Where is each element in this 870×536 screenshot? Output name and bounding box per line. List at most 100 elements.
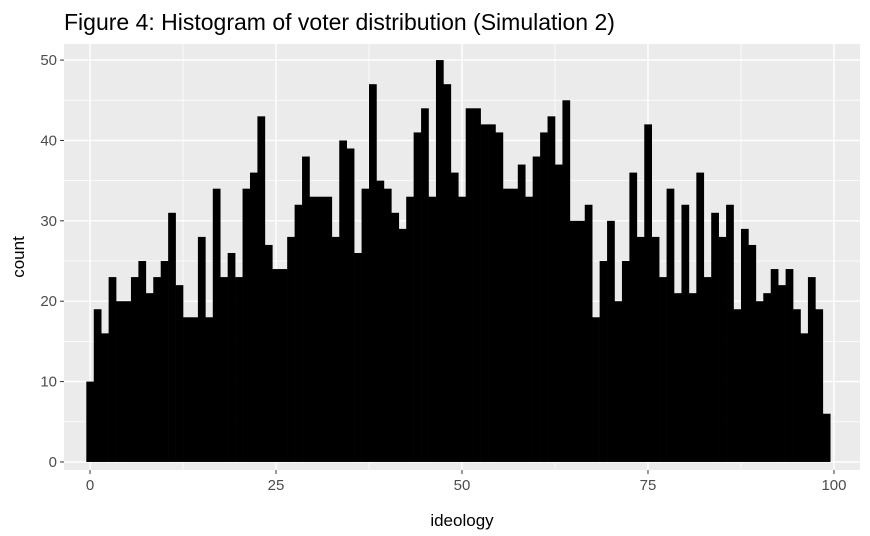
histogram-bar <box>361 188 370 462</box>
chart-title: Figure 4: Histogram of voter distributio… <box>64 9 615 35</box>
histogram-bar <box>302 156 310 462</box>
histogram-bar <box>711 212 719 462</box>
histogram-bar <box>674 293 682 462</box>
histogram-bar <box>138 261 147 462</box>
histogram-bar <box>86 381 95 462</box>
histogram-bar <box>421 108 429 462</box>
y-tick-label: 40 <box>40 132 57 149</box>
histogram-bar <box>681 204 690 462</box>
histogram-bar <box>473 108 481 462</box>
histogram-bar <box>666 188 675 462</box>
histogram-bar <box>450 172 459 462</box>
histogram-bar <box>458 196 467 462</box>
histogram-bar <box>294 204 303 462</box>
histogram-bar <box>190 317 199 462</box>
histogram-bar <box>629 172 638 462</box>
histogram-bar <box>696 172 705 462</box>
histogram-bar <box>324 196 333 462</box>
histogram-bar <box>249 172 258 462</box>
histogram-bar <box>510 188 519 462</box>
histogram-bar <box>272 269 281 462</box>
histogram-bar <box>145 293 154 462</box>
x-tick-label: 0 <box>86 477 94 494</box>
histogram-bar <box>183 317 191 462</box>
x-axis: 0 25 50 75 100 <box>86 470 846 494</box>
histogram-bar <box>93 309 102 462</box>
histogram-bar <box>532 156 541 462</box>
y-tick-label: 10 <box>40 374 57 391</box>
histogram-bar <box>480 124 489 462</box>
histogram-bar <box>257 116 266 462</box>
x-tick-label: 50 <box>454 477 471 494</box>
histogram-bar <box>264 244 273 462</box>
histogram-bar <box>354 252 362 462</box>
histogram-bar <box>822 413 831 462</box>
histogram-bar <box>287 236 295 462</box>
y-tick-label: 20 <box>40 293 57 310</box>
histogram-bar <box>242 188 251 462</box>
histogram-bar <box>101 333 109 462</box>
histogram-bar <box>703 277 712 462</box>
histogram-bar <box>205 317 214 462</box>
histogram-bar <box>517 164 526 462</box>
histogram-bar <box>235 277 243 462</box>
histogram-bar <box>740 228 749 462</box>
histogram-bar <box>160 261 169 462</box>
histogram-bar <box>569 220 578 462</box>
histogram-bar <box>346 148 355 462</box>
histogram-bar <box>807 277 816 462</box>
histogram-bar <box>406 196 414 462</box>
histogram-bar <box>793 309 801 462</box>
histogram-bar <box>212 188 221 462</box>
histogram-bar <box>197 236 206 462</box>
x-axis-title: ideology <box>430 511 494 530</box>
histogram-bar <box>547 116 556 462</box>
histogram-bar <box>413 132 422 462</box>
histogram-bar <box>577 220 586 462</box>
histogram-bar <box>726 204 734 462</box>
y-tick-label: 30 <box>40 213 57 230</box>
x-tick-label: 25 <box>268 477 285 494</box>
histogram-bar <box>428 196 437 462</box>
histogram-bar <box>383 188 392 462</box>
histogram-bar <box>279 269 288 462</box>
histogram-bar <box>398 228 407 462</box>
histogram-bar <box>435 60 444 462</box>
histogram-bar <box>153 277 162 462</box>
histogram-bar <box>465 108 474 462</box>
histogram-bar <box>502 188 511 462</box>
histogram-bar <box>316 196 325 462</box>
histogram-bar <box>763 293 772 462</box>
histogram-bar <box>369 84 377 462</box>
histogram-bar <box>391 212 400 462</box>
histogram-bar <box>621 261 630 462</box>
histogram-bar <box>718 236 727 462</box>
x-tick-label: 100 <box>821 477 846 494</box>
histogram-bar <box>116 301 124 462</box>
histogram-bars <box>86 60 831 462</box>
histogram-bar <box>488 124 496 462</box>
y-axis: 0 10 20 30 40 50 <box>40 52 64 471</box>
histogram-bar <box>607 220 615 462</box>
histogram-bar <box>592 317 600 462</box>
histogram-bar <box>339 140 347 462</box>
y-tick-label: 50 <box>40 52 57 69</box>
histogram-bar <box>785 269 794 462</box>
histogram-bar <box>800 333 809 462</box>
histogram-bar <box>376 180 385 462</box>
histogram-bar <box>659 277 667 462</box>
histogram-bar <box>331 236 340 462</box>
histogram-bar <box>443 84 452 462</box>
histogram-bar <box>495 132 504 462</box>
histogram-bar <box>770 269 779 462</box>
histogram-bar <box>220 277 228 462</box>
histogram-bar <box>168 212 176 462</box>
histogram-bar <box>525 196 533 462</box>
x-tick-label: 75 <box>640 477 657 494</box>
histogram-bar <box>554 164 563 462</box>
histogram-bar <box>755 301 764 462</box>
y-tick-label: 0 <box>49 454 57 471</box>
histogram-bar <box>123 301 132 462</box>
histogram-bar <box>599 261 608 462</box>
